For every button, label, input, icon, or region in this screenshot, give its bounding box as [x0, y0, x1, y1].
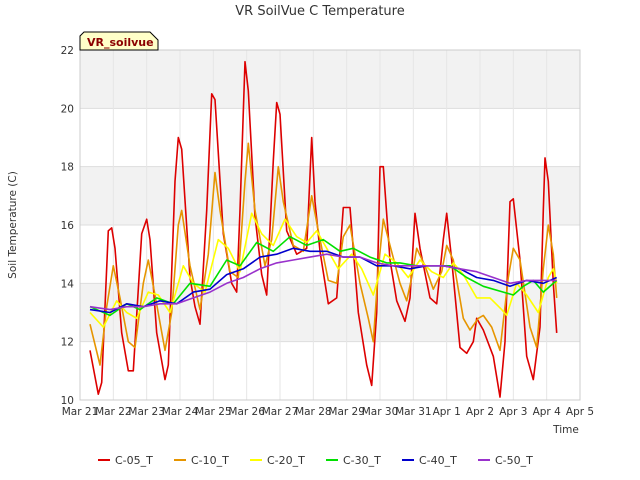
- x-tick-label: Apr 5: [566, 406, 594, 418]
- y-tick-labels: 10 12 14 16 18 20 22: [61, 45, 75, 407]
- x-tick-label: Mar 28: [295, 406, 332, 418]
- x-tick-label: Mar 23: [128, 406, 165, 418]
- badge-label: VR_soilvue: [87, 36, 154, 49]
- legend-label: C-20_T: [267, 454, 305, 467]
- y-tick-label: 12: [61, 337, 74, 349]
- series-line-c-10-t: [89, 142, 558, 366]
- x-tick-label: Mar 31: [395, 406, 432, 418]
- chart-title: VR SoilVue C Temperature: [235, 4, 404, 19]
- legend-label: C-10_T: [191, 454, 229, 467]
- y-tick-label: 20: [61, 103, 74, 115]
- x-tick-label: Apr 2: [466, 406, 494, 418]
- plot-band: [80, 166, 580, 225]
- plot-frame: [79, 49, 581, 401]
- x-tick-label: Mar 26: [228, 406, 265, 418]
- x-tick-label: Apr 3: [499, 406, 527, 418]
- x-tick-label: Mar 24: [162, 406, 199, 418]
- y-tick-label: 16: [61, 220, 75, 232]
- series-line-c-20-t: [89, 212, 558, 328]
- x-tick-label: Mar 22: [95, 406, 132, 418]
- legend-label: C-30_T: [343, 454, 381, 467]
- y-tick-label: 14: [61, 278, 75, 290]
- plot-band: [80, 283, 580, 342]
- series-line-c-50-t: [89, 253, 557, 311]
- x-tick-label: Mar 25: [195, 406, 232, 418]
- y-tick-label: 18: [61, 162, 74, 174]
- series-line-c-40-t: [89, 247, 558, 314]
- plot-band: [80, 108, 580, 167]
- y-axis-label: Soil Temperature (C): [7, 171, 19, 279]
- y-tick-label: 10: [61, 395, 74, 407]
- x-tick-label: Mar 29: [328, 406, 365, 418]
- x-tick-label: Mar 30: [362, 406, 399, 418]
- badge-box: [79, 31, 159, 51]
- series-lines: [89, 60, 558, 398]
- plot-band: [80, 50, 580, 109]
- station-badge: VR_soilvue: [79, 31, 159, 51]
- x-axis-label: Time: [552, 424, 579, 436]
- legend-label: C-50_T: [495, 454, 533, 467]
- x-tick-label: Mar 27: [262, 406, 299, 418]
- legend: C-05_T C-10_T C-20_T C-30_T C-40_T C-50_T: [98, 454, 533, 467]
- legend-label: C-40_T: [419, 454, 457, 467]
- legend-label: C-05_T: [115, 454, 153, 467]
- plot-bands: [80, 50, 580, 400]
- x-tick-label: Apr 1: [433, 406, 461, 418]
- x-tick-label: Mar 21: [62, 406, 99, 418]
- y-tick-label: 22: [61, 45, 74, 57]
- x-tick-label: Apr 4: [533, 406, 562, 418]
